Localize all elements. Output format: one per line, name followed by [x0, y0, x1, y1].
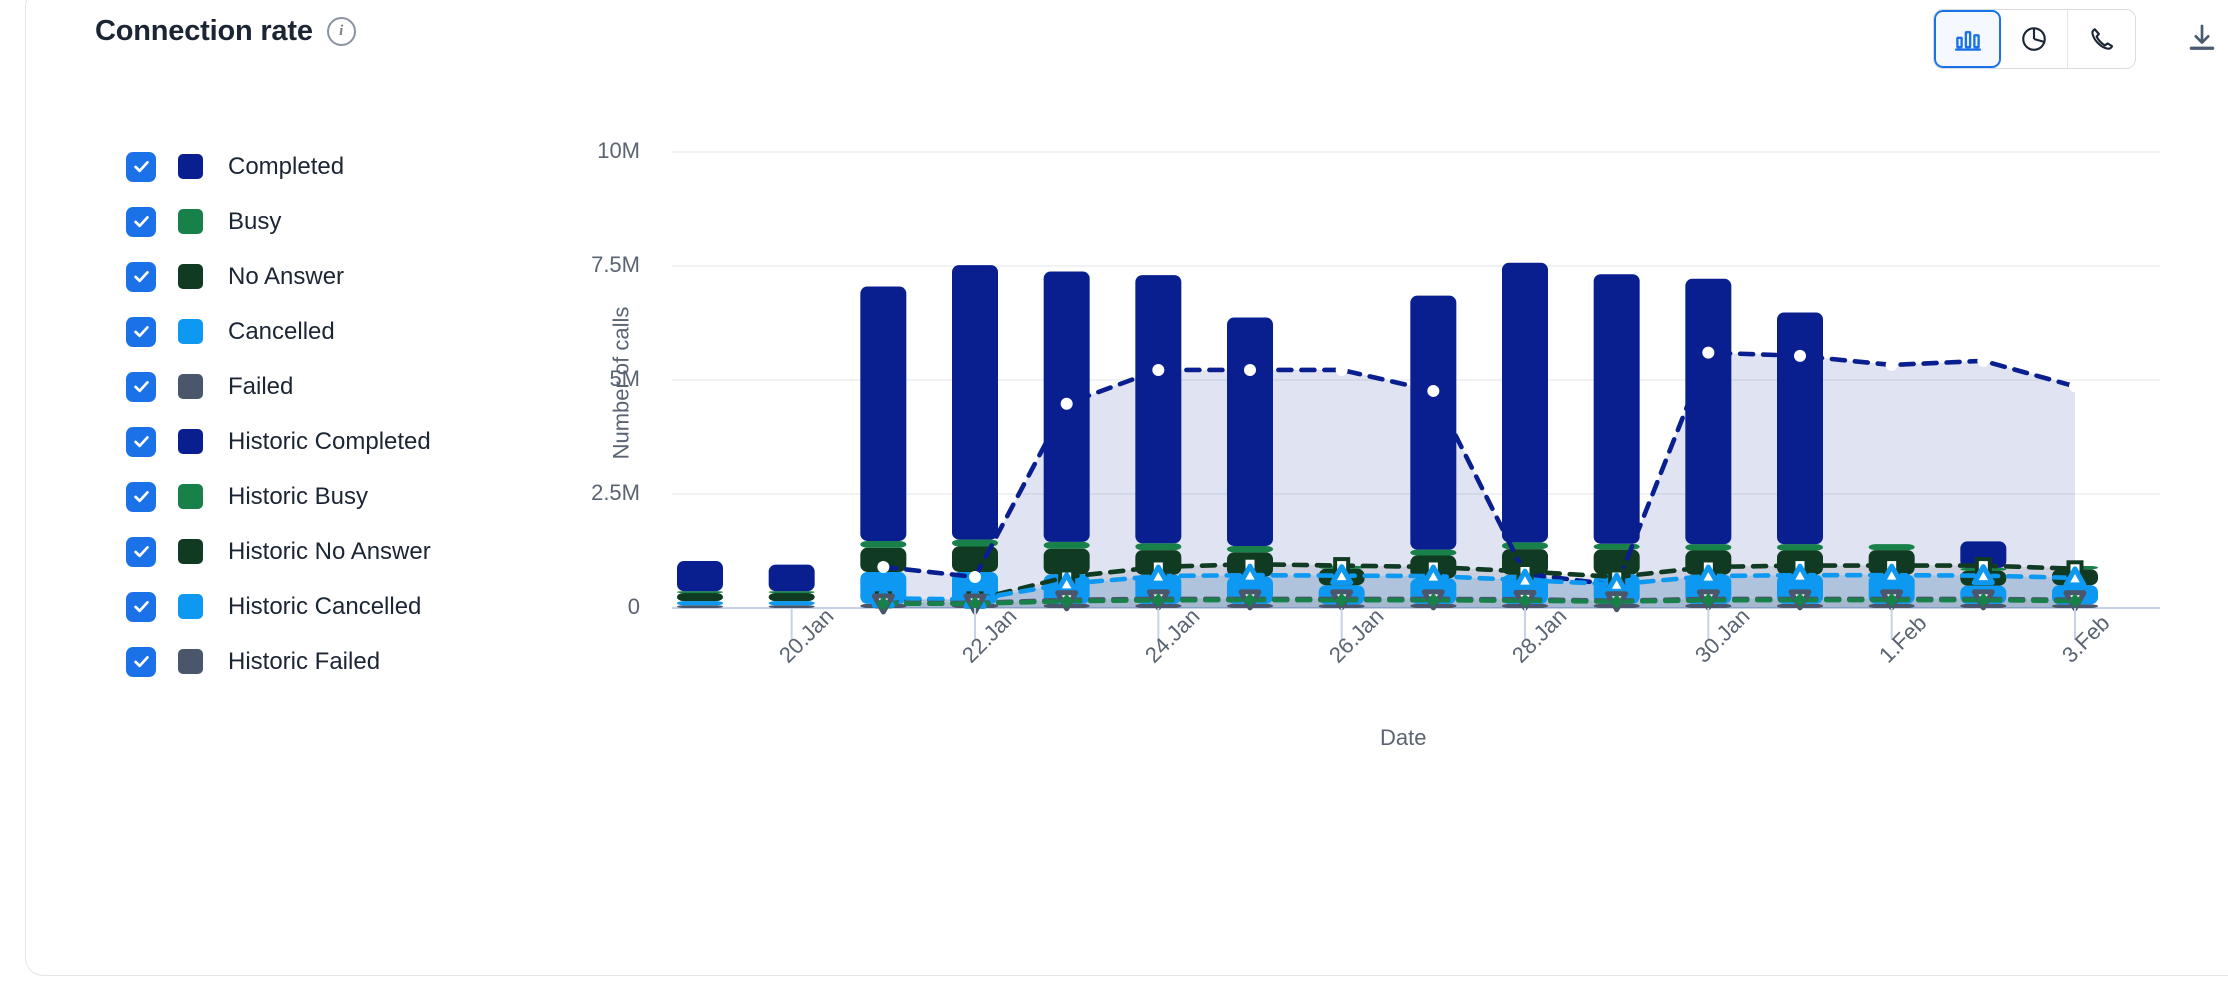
- legend-checkbox[interactable]: [126, 426, 156, 457]
- legend-color-swatch: [178, 429, 203, 454]
- legend-checkbox[interactable]: [126, 591, 156, 622]
- check-icon: [133, 656, 149, 668]
- check-icon: [133, 216, 149, 228]
- legend-checkbox[interactable]: [126, 206, 156, 237]
- download-icon: [2189, 24, 2215, 50]
- check-icon: [133, 271, 149, 283]
- check-icon: [133, 601, 149, 613]
- chart-legend: Completed Busy No Answer Cancelled Failed His…: [126, 139, 431, 689]
- legend-item-completed[interactable]: Completed: [126, 139, 431, 194]
- check-icon: [133, 161, 149, 173]
- legend-item-historic-completed[interactable]: Historic Completed: [126, 414, 431, 469]
- legend-item-no-answer[interactable]: No Answer: [126, 249, 431, 304]
- legend-color-swatch: [178, 319, 203, 344]
- chart-view-toolbar[interactable]: [1933, 9, 2136, 69]
- check-icon: [133, 381, 149, 393]
- legend-item-label: Historic Cancelled: [228, 592, 422, 620]
- legend-checkbox[interactable]: [126, 371, 156, 402]
- legend-item-label: Historic Failed: [228, 647, 381, 675]
- legend-checkbox[interactable]: [126, 261, 156, 292]
- legend-color-swatch: [178, 374, 203, 399]
- pie-chart-view-button[interactable]: [2001, 10, 2068, 68]
- legend-item-label: Historic Completed: [228, 427, 431, 455]
- legend-item-historic-failed[interactable]: Historic Failed: [126, 634, 431, 689]
- download-button[interactable]: [2185, 21, 2219, 60]
- pie-chart-icon: [2022, 27, 2046, 51]
- legend-color-swatch: [178, 594, 203, 619]
- call-view-button[interactable]: [2068, 10, 2135, 68]
- legend-color-swatch: [178, 484, 203, 509]
- legend-checkbox[interactable]: [126, 316, 156, 347]
- legend-item-label: Historic No Answer: [228, 537, 431, 565]
- legend-checkbox[interactable]: [126, 151, 156, 182]
- card-header: Connection rate i: [95, 15, 356, 48]
- legend-color-swatch: [178, 649, 203, 674]
- legend-item-label: Busy: [228, 207, 282, 235]
- check-icon: [133, 546, 149, 558]
- bar-chart-view-button[interactable]: [1934, 10, 2001, 68]
- connection-rate-card: Connection rate i: [25, 0, 2228, 976]
- check-icon: [133, 436, 149, 448]
- legend-item-busy[interactable]: Busy: [126, 194, 431, 249]
- legend-item-label: Cancelled: [228, 317, 335, 345]
- legend-color-swatch: [178, 209, 203, 234]
- legend-checkbox[interactable]: [126, 646, 156, 677]
- legend-item-label: Completed: [228, 152, 345, 180]
- page-title: Connection rate: [95, 15, 313, 47]
- legend-item-historic-busy[interactable]: Historic Busy: [126, 469, 431, 524]
- legend-item-failed[interactable]: Failed: [126, 359, 431, 414]
- info-icon[interactable]: i: [326, 17, 356, 46]
- legend-color-swatch: [178, 264, 203, 289]
- check-icon: [133, 491, 149, 503]
- legend-item-historic-cancelled[interactable]: Historic Cancelled: [126, 579, 431, 634]
- legend-item-historic-no-answer[interactable]: Historic No Answer: [126, 524, 431, 579]
- legend-item-cancelled[interactable]: Cancelled: [126, 304, 431, 359]
- phone-icon: [2090, 28, 2113, 50]
- check-icon: [133, 326, 149, 338]
- legend-checkbox[interactable]: [126, 536, 156, 567]
- legend-checkbox[interactable]: [126, 481, 156, 512]
- bar-chart-icon: [1954, 30, 1981, 51]
- legend-color-swatch: [178, 154, 203, 179]
- legend-item-label: Failed: [228, 372, 294, 400]
- legend-item-label: Historic Busy: [228, 482, 369, 510]
- legend-item-label: No Answer: [228, 262, 345, 290]
- legend-color-swatch: [178, 539, 203, 564]
